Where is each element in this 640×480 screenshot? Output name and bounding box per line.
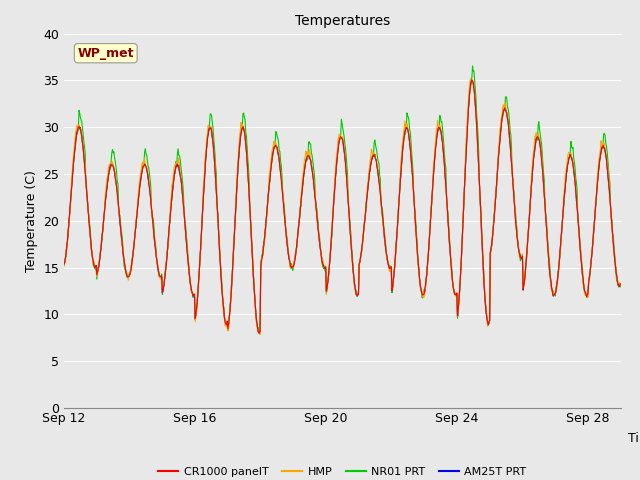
Text: WP_met: WP_met xyxy=(77,47,134,60)
Legend: CR1000 panelT, HMP, NR01 PRT, AM25T PRT: CR1000 panelT, HMP, NR01 PRT, AM25T PRT xyxy=(154,462,531,480)
Title: Temperatures: Temperatures xyxy=(295,14,390,28)
X-axis label: Time: Time xyxy=(628,432,640,445)
Y-axis label: Temperature (C): Temperature (C) xyxy=(25,170,38,272)
